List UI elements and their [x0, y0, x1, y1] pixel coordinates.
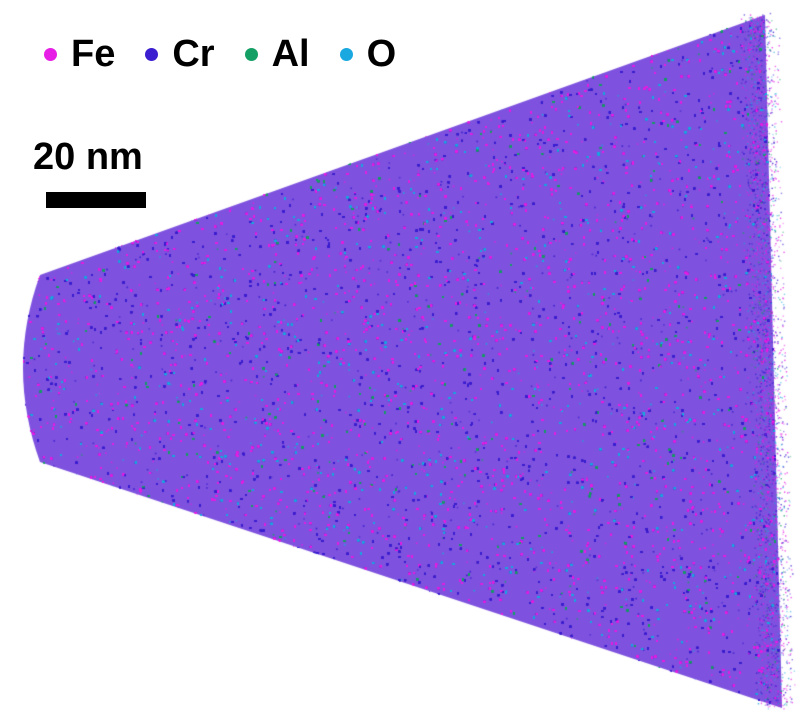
scale-bar-label: 20 nm — [33, 136, 143, 178]
o-dot-icon — [339, 47, 353, 61]
legend-label-fe: Fe — [71, 33, 116, 75]
legend-label-o: O — [366, 33, 397, 75]
fe-dot-icon — [44, 47, 57, 61]
legend: Fe Cr Al O — [44, 30, 426, 78]
legend-item-cr: Cr — [145, 33, 215, 75]
cr-dot-icon — [145, 47, 159, 61]
legend-item-al: Al — [244, 33, 310, 75]
legend-label-cr: Cr — [172, 33, 215, 75]
scale-bar — [46, 192, 146, 208]
al-dot-icon — [244, 47, 258, 61]
legend-item-o: O — [339, 33, 397, 75]
legend-label-al: Al — [271, 33, 310, 75]
legend-item-fe: Fe — [44, 35, 115, 73]
